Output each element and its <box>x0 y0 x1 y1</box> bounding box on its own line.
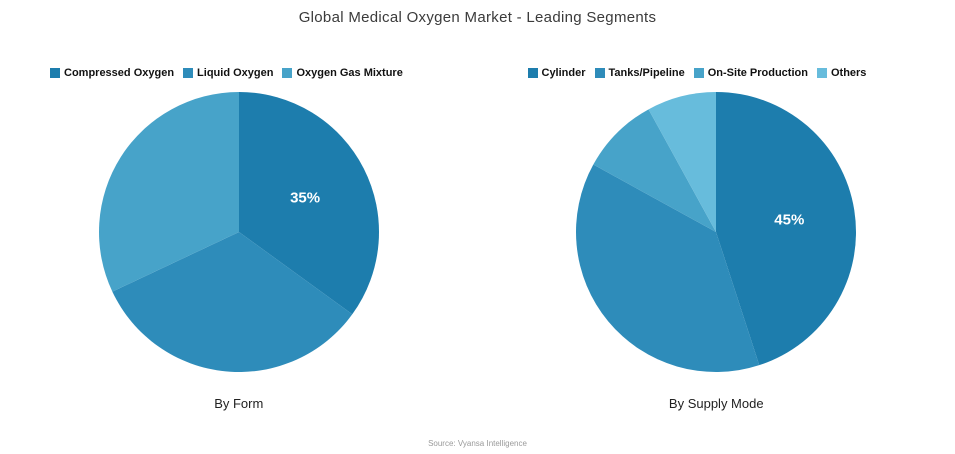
pie-slice <box>576 164 760 372</box>
legend-label: On-Site Production <box>707 66 808 79</box>
charts-row: Compressed Oxygen Liquid Oxygen Oxygen Gas… <box>0 66 955 411</box>
legend-label: Liquid Oxygen <box>197 66 274 79</box>
chart-caption: By Form <box>214 396 264 411</box>
pie-slice <box>98 92 239 292</box>
legend: Cylinder Tanks/Pipeline On-Site Production… <box>527 66 906 79</box>
legend-label: Compressed Oxygen <box>64 66 175 79</box>
legend-item: Tanks/Pipeline <box>594 66 685 79</box>
legend-item: Others <box>816 66 867 79</box>
slice-label: 35% <box>290 189 320 206</box>
legend-swatch-icon <box>527 67 538 78</box>
pie-slice <box>716 92 857 366</box>
pie-slice <box>238 92 379 315</box>
legend-swatch-icon <box>50 67 60 78</box>
legend-swatch-icon <box>816 67 827 78</box>
pie-slice <box>593 109 717 232</box>
pie-chart: 35% <box>98 92 379 373</box>
legend-swatch-icon <box>282 67 293 78</box>
legend-item: Compressed Oxygen <box>50 67 174 79</box>
legend-item: On-Site Production <box>693 66 808 79</box>
pie-chart-by-form: Compressed Oxygen Liquid Oxygen Oxygen Gas… <box>50 66 428 411</box>
legend-item: Liquid Oxygen <box>183 67 273 79</box>
legend-swatch-icon <box>594 67 605 78</box>
pie-slice <box>648 92 717 232</box>
legend-label: Others <box>830 66 867 79</box>
legend-item: Cylinder <box>527 66 586 79</box>
legend-label: Oxygen Gas Mixture <box>296 66 403 79</box>
slice-label: 45% <box>775 211 805 228</box>
legend-label: Tanks/Pipeline <box>608 66 685 79</box>
source-attribution: Source: Vyansa Intelligence <box>428 439 527 448</box>
pie-chart: 45% <box>576 92 857 372</box>
pie-chart-by-supply-mode: Cylinder Tanks/Pipeline On-Site Production… <box>527 66 906 411</box>
legend: Compressed Oxygen Liquid Oxygen Oxygen Gas… <box>50 66 428 79</box>
chart-caption: By Supply Mode <box>668 396 764 411</box>
legend-label: Cylinder <box>541 66 586 79</box>
pie-slice <box>112 232 353 373</box>
legend-swatch-icon <box>183 67 194 78</box>
legend-item: Oxygen Gas Mixture <box>282 66 403 79</box>
legend-swatch-icon <box>693 67 704 78</box>
page-title: Global Medical Oxygen Market - Leading S… <box>298 9 657 26</box>
